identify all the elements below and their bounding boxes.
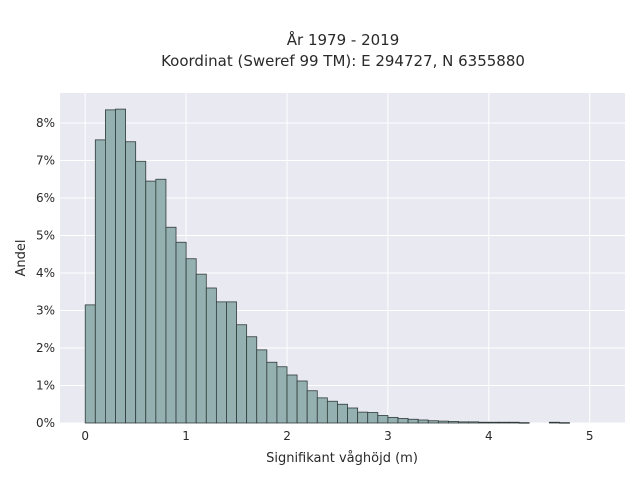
x-tick-label: 3 <box>384 429 392 443</box>
histogram-bar <box>448 421 459 424</box>
histogram-bar <box>266 361 278 424</box>
y-axis-label: Andel <box>14 240 29 277</box>
histogram-bar <box>246 336 258 424</box>
histogram-bar <box>215 301 227 424</box>
x-tick-label: 4 <box>485 429 493 443</box>
bars <box>84 108 570 424</box>
histogram-bar <box>458 421 470 424</box>
y-tick-label: 6% <box>36 191 55 205</box>
y-tick-label: 5% <box>36 229 55 243</box>
histogram-bar <box>559 422 570 424</box>
histogram-bar <box>427 420 439 424</box>
histogram-bar <box>437 420 449 424</box>
histogram-bar <box>397 418 409 424</box>
x-axis-ticks: 0 1 2 3 4 5 <box>81 429 593 443</box>
chart-title-line1: År 1979 - 2019 <box>287 30 400 49</box>
histogram-bar <box>306 390 318 424</box>
histogram-bar <box>115 108 126 424</box>
histogram-bar <box>387 416 399 424</box>
histogram-bar <box>468 421 480 424</box>
y-tick-label: 2% <box>36 341 55 355</box>
y-tick-label: 0% <box>36 416 55 430</box>
x-tick-label: 0 <box>81 429 89 443</box>
histogram-bar <box>417 419 429 424</box>
histogram-bar <box>548 421 560 424</box>
histogram-bar <box>478 421 490 424</box>
chart-title-line2: Koordinat (Sweref 99 TM): E 294727, N 63… <box>161 52 525 70</box>
histogram-bar <box>326 400 338 424</box>
histogram-bar <box>407 418 419 424</box>
histogram-bar <box>145 180 157 424</box>
x-tick-label: 5 <box>586 429 594 443</box>
x-axis-label: Signifikant våghöjd (m) <box>266 451 418 466</box>
y-tick-label: 3% <box>36 304 55 318</box>
x-tick-label: 1 <box>182 429 190 443</box>
histogram-bar <box>94 139 106 424</box>
histogram-bar <box>105 109 116 424</box>
histogram-bar <box>236 324 248 424</box>
histogram-bar <box>337 403 348 424</box>
histogram-bar <box>488 421 500 424</box>
histogram-bar <box>276 366 288 424</box>
histogram-bar <box>286 374 298 424</box>
histogram-bar <box>135 160 147 424</box>
histogram-bar <box>226 301 237 424</box>
histogram-bar <box>367 412 379 424</box>
histogram-bar <box>84 304 96 424</box>
y-tick-label: 8% <box>36 116 55 130</box>
y-axis-ticks: 0% 1% 2% 3% 4% 5% 6% 7% 8% <box>36 116 55 430</box>
histogram-bar <box>185 258 197 424</box>
histogram-bar <box>357 411 369 424</box>
histogram-bar <box>518 422 530 424</box>
histogram-bar <box>256 349 268 424</box>
y-tick-label: 7% <box>36 154 55 168</box>
histogram-bar <box>195 273 207 424</box>
histogram-bar <box>165 226 177 424</box>
histogram-bar <box>508 421 520 424</box>
histogram-bar <box>377 415 389 424</box>
histogram-bar <box>498 421 510 424</box>
y-tick-label: 1% <box>36 379 55 393</box>
histogram-bar <box>175 241 187 424</box>
histogram-bar <box>296 380 308 424</box>
histogram-bar <box>316 397 328 424</box>
x-tick-label: 2 <box>283 429 291 443</box>
histogram-bar <box>347 407 359 424</box>
y-tick-label: 4% <box>36 266 55 280</box>
histogram-bar <box>205 287 217 424</box>
histogram-bar <box>125 141 137 424</box>
histogram-bar <box>155 178 167 424</box>
